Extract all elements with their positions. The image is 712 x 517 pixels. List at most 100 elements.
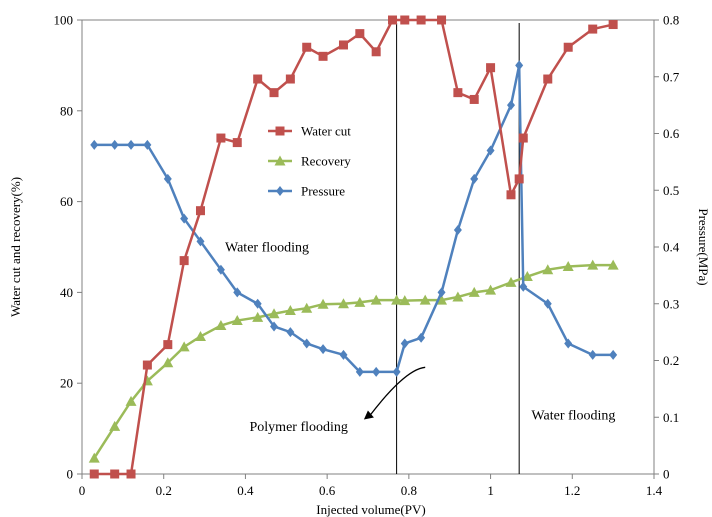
data-point-water-cut [608,20,618,30]
x-tick-label: 1.4 [646,483,663,498]
y-right-tick-label: 0.4 [663,240,680,255]
data-point-pressure [339,349,348,360]
data-point-water-cut [514,174,524,184]
y-left-tick-label: 20 [60,376,73,391]
data-point-recovery [436,294,448,305]
data-point-recovery [215,320,227,331]
legend-marker-pressure [276,186,284,196]
plot-area-border [81,19,655,475]
data-point-pressure [355,366,364,377]
legend-label-pressure: Pressure [301,184,345,199]
y-right-tick-label: 0.5 [663,183,679,198]
data-point-water-cut [163,340,173,350]
y-left-tick-label: 60 [60,194,73,209]
plot-frame [81,19,655,475]
series-layer [88,15,619,479]
data-point-water-cut [302,42,312,52]
data-point-pressure [515,60,524,71]
data-point-water-cut [437,15,447,25]
x-tick-label: 0.8 [401,483,417,498]
data-point-water-cut [416,15,426,25]
series-recovery [88,259,619,463]
data-point-pressure [543,298,552,309]
data-point-water-cut [563,42,573,52]
annotation-label: Polymer flooding [250,420,348,435]
data-point-pressure [127,139,136,150]
data-point-water-cut [506,190,516,200]
data-point-recovery [252,311,264,322]
data-point-water-cut [110,469,120,479]
data-point-pressure [196,236,205,247]
data-point-recovery [521,271,533,282]
y-right-tick-label: 0.1 [663,410,679,425]
y-left-tick-label: 40 [60,285,73,300]
data-point-pressure [417,332,426,343]
data-point-water-cut [355,29,365,39]
series-pressure [90,60,618,377]
data-point-recovery [587,259,599,270]
data-point-water-cut [195,206,205,216]
data-point-pressure [253,298,262,309]
x-tick-label: 1 [487,483,494,498]
x-axis-title: Injected volume(PV) [316,502,425,517]
legend-marker-water-cut [275,126,285,136]
data-point-water-cut [469,94,479,104]
data-point-recovery [505,276,517,287]
data-point-pressure [302,338,311,349]
data-point-water-cut [253,74,263,84]
data-point-water-cut [388,15,398,25]
data-point-pressure [486,145,495,156]
data-point-recovery [391,294,403,305]
data-point-water-cut [518,133,528,143]
y-axis-right-title: Pressure(MPa) [696,208,711,285]
data-point-recovery [337,298,349,309]
data-point-recovery [607,259,619,270]
data-point-recovery [88,452,100,463]
data-point-recovery [370,294,382,305]
data-point-water-cut [318,51,328,61]
data-point-pressure [519,281,528,292]
annotation-arrow-head [363,410,374,420]
y-axis-left-title: Water cut and recovery(%) [8,177,23,317]
data-point-water-cut [269,88,279,98]
data-point-water-cut [89,469,99,479]
y-right-tick-label: 0 [663,467,670,482]
data-point-pressure [564,338,573,349]
data-point-water-cut [338,40,348,50]
data-point-recovery [162,357,174,368]
x-tick-label: 0 [79,483,86,498]
data-point-recovery [399,295,411,306]
data-point-recovery [301,302,313,313]
data-point-pressure [372,366,381,377]
data-point-pressure [216,264,225,275]
data-point-pressure [437,287,446,298]
data-point-recovery [419,294,431,305]
legend-label-water-cut: Water cut [301,124,351,139]
data-point-water-cut [126,469,136,479]
y-right-tick-label: 0.8 [663,13,679,28]
annotation-arrow [369,366,426,416]
legend: Water cut Recovery Pressure [268,124,351,199]
data-point-pressure [507,100,515,111]
annotation-label: Water flooding [225,241,309,256]
x-axis: 0 0.2 0.4 0.6 0.8 1 1.2 1.4 [79,474,663,498]
x-tick-label: 1.2 [564,483,580,498]
data-point-pressure [609,349,618,360]
data-point-pressure [319,344,328,355]
legend-label-recovery: Recovery [301,154,351,169]
legend-marker-recovery [274,155,286,166]
data-point-water-cut [371,47,381,57]
data-point-recovery [542,264,554,275]
data-point-pressure [180,213,189,224]
data-point-water-cut [216,133,226,143]
data-point-recovery [354,296,366,307]
data-point-recovery [485,284,497,295]
data-point-water-cut [232,138,242,148]
data-point-pressure [453,224,462,235]
annotation-label: Water flooding [531,409,615,424]
series-water-cut [89,15,618,479]
data-point-water-cut [543,74,553,84]
data-point-pressure [270,321,279,332]
data-point-pressure [470,173,479,184]
